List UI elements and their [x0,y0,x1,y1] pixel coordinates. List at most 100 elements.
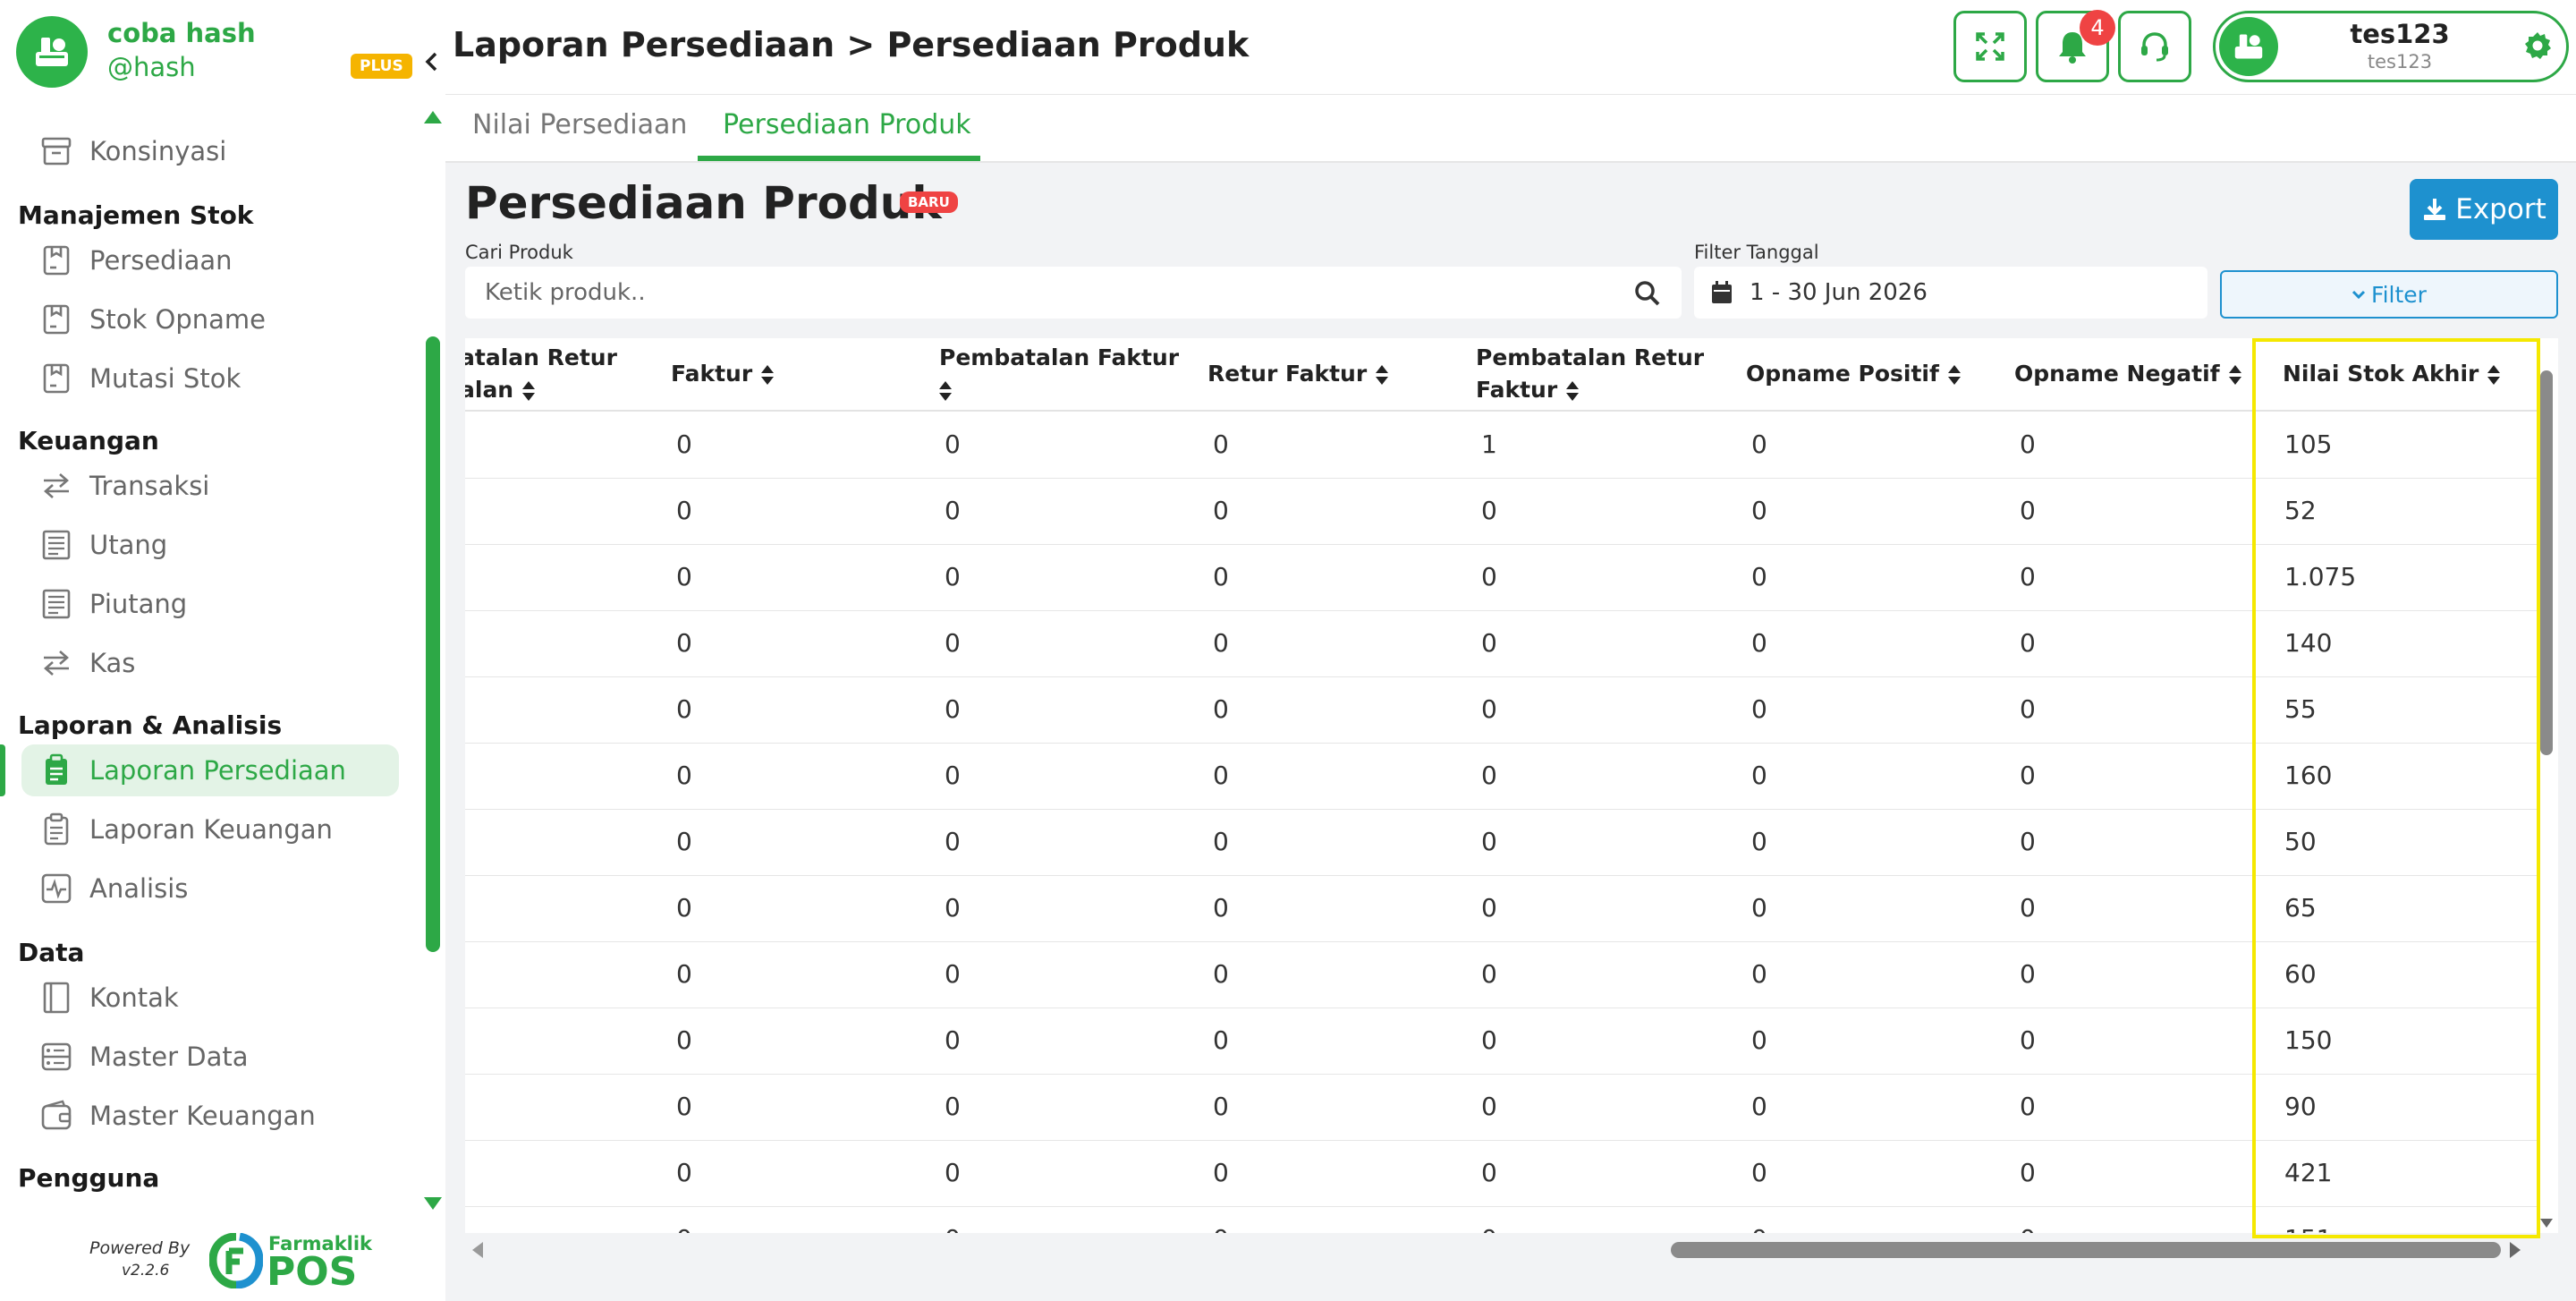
nav-section-pengguna: Pengguna [18,1163,160,1193]
clipboard-icon [36,750,77,791]
column-header[interactable]: Faktur [671,338,775,410]
column-header[interactable]: Pembatalan Retur Faktur [1476,338,1704,410]
sidebar-scroll-up-arrow[interactable] [424,111,442,123]
table-cell: 0 [1213,1092,1229,1121]
filter-label: Filter [2371,281,2427,308]
archive-box-icon [36,131,77,172]
sidebar-item-utang[interactable]: Utang [21,519,399,571]
table-cell: 0 [2020,959,2036,989]
sidebar-item-transaksi[interactable]: Transaksi [21,460,399,512]
table-cell: 0 [945,562,961,591]
document-lines-icon [36,583,77,625]
filter-button[interactable]: Filter [2220,270,2558,319]
table-cell: 150 [2284,1025,2333,1055]
sidebar-item-master-keuangan[interactable]: Master Keuangan [21,1090,399,1142]
column-header-label: Pembatalan Retur [1476,344,1705,370]
table-cell: 65 [2284,893,2317,923]
table-row [465,610,2540,611]
expand-arrows-icon [1976,32,2004,61]
sidebar-item-label: Utang [89,530,168,560]
sort-icon[interactable] [939,381,952,401]
column-header[interactable]: Nilai Stok Akhir [2283,338,2501,410]
table-cell: 0 [945,1224,961,1233]
support-button[interactable] [2118,11,2191,82]
table-cell: 0 [1213,761,1229,790]
sidebar-item-analisis[interactable]: Analisis [21,863,399,914]
table-cell: 90 [2284,1092,2317,1121]
notifications-button[interactable]: 4 [2036,10,2115,82]
sort-icon[interactable] [1376,365,1389,385]
table-cell: 0 [1751,1158,1767,1187]
column-header-label: Opname Positif [1746,361,1939,387]
table-scroll-left-arrow[interactable] [472,1242,483,1258]
user-subtitle: tes123 [2367,51,2433,72]
table-cell: 0 [1481,761,1497,790]
sort-icon[interactable] [522,381,536,401]
column-header-label: Pembatalan Faktur [939,344,1180,370]
chevron-left-icon [425,52,437,72]
date-range-picker[interactable]: 1 - 30 Jun 2026 [1694,267,2207,319]
table-cell: 52 [2284,496,2317,525]
table-scroll-right-arrow[interactable] [2510,1242,2521,1258]
table-cell: 0 [2020,893,2036,923]
table-cell: 0 [2020,628,2036,658]
sort-icon[interactable] [2487,365,2501,385]
tab-persediaan-produk[interactable]: Persediaan Produk [723,109,971,140]
nav-section-data: Data [18,938,85,967]
sidebar-item-laporan-persediaan[interactable]: Laporan Persediaan [21,744,399,796]
column-header[interactable]: Retur Faktur [1208,338,1389,410]
table-scroll-down-arrow[interactable] [2540,1219,2553,1228]
sidebar-item-stok-opname[interactable]: Stok Opname [21,293,399,345]
nav-section-keuangan: Keuangan [18,426,159,455]
user-name: tes123 [2350,19,2450,49]
sidebar-item-kontak[interactable]: Kontak [21,972,399,1024]
table-cell: 0 [676,1158,692,1187]
farmaklik-mark-icon [209,1233,263,1288]
sidebar-item-label: Mutasi Stok [89,363,242,394]
export-button[interactable]: Export [2410,179,2558,240]
sidebar-item-mutasi-stok[interactable]: Mutasi Stok [21,353,399,404]
sidebar-item-laporan-keuangan[interactable]: Laporan Keuangan [21,804,399,855]
table-cell: 140 [2284,628,2333,658]
users-icon [36,1203,77,1206]
sidebar-scrollbar-thumb[interactable] [426,336,440,952]
sidebar-scroll-down-arrow[interactable] [424,1197,442,1210]
table-cell: 0 [676,628,692,658]
sidebar-item-konsinyasi[interactable]: Konsinyasi [21,125,399,177]
sort-icon[interactable] [1566,381,1580,401]
table-cell: 0 [945,761,961,790]
sort-icon[interactable] [761,365,775,385]
search-button[interactable] [1633,279,1662,311]
column-header-label: Retur Faktur [1208,361,1368,387]
tab-nilai-persediaan[interactable]: Nilai Persediaan [472,109,688,140]
settings-gear-button[interactable] [2521,30,2554,65]
stock-table: atalan Retur alan Faktur Pembatalan Faktur R… [465,338,2558,1233]
table-cell: 0 [1213,694,1229,724]
table-row [465,544,2540,545]
sort-icon[interactable] [1947,365,1961,385]
table-cell: 0 [2020,1025,2036,1055]
sidebar-item-master-data[interactable]: Master Data [21,1031,399,1083]
sidebar-item-karyawan[interactable]: Karyawan [21,1197,399,1206]
sort-icon[interactable] [2228,365,2241,385]
nav-section-laporan-analisis: Laporan & Analisis [18,710,283,740]
sidebar-item-persediaan[interactable]: Persediaan [21,234,399,286]
table-cell: 0 [2020,761,2036,790]
fullscreen-button[interactable] [1953,11,2027,82]
sidebar-item-label: Transaksi [89,471,210,501]
column-header[interactable]: atalan Retur alan [465,338,617,410]
sidebar-item-piutang[interactable]: Piutang [21,578,399,630]
table-cell: 0 [945,1158,961,1187]
column-header[interactable]: Opname Positif [1746,338,1961,410]
column-header[interactable]: Pembatalan Faktur [939,338,1179,410]
table-vertical-scrollbar-thumb[interactable] [2540,370,2553,755]
sidebar-item-kas[interactable]: Kas [21,637,399,689]
table-horizontal-scrollbar-thumb[interactable] [1671,1242,2501,1258]
table-cell: 50 [2284,827,2317,856]
column-header[interactable]: Opname Negatif [2014,338,2241,410]
user-menu[interactable]: tes123 tes123 [2213,11,2569,82]
table-cell: 151 [2284,1224,2332,1233]
search-input[interactable] [485,267,1612,319]
collapse-sidebar-button[interactable] [424,48,440,80]
table-cell: 0 [2020,429,2036,459]
